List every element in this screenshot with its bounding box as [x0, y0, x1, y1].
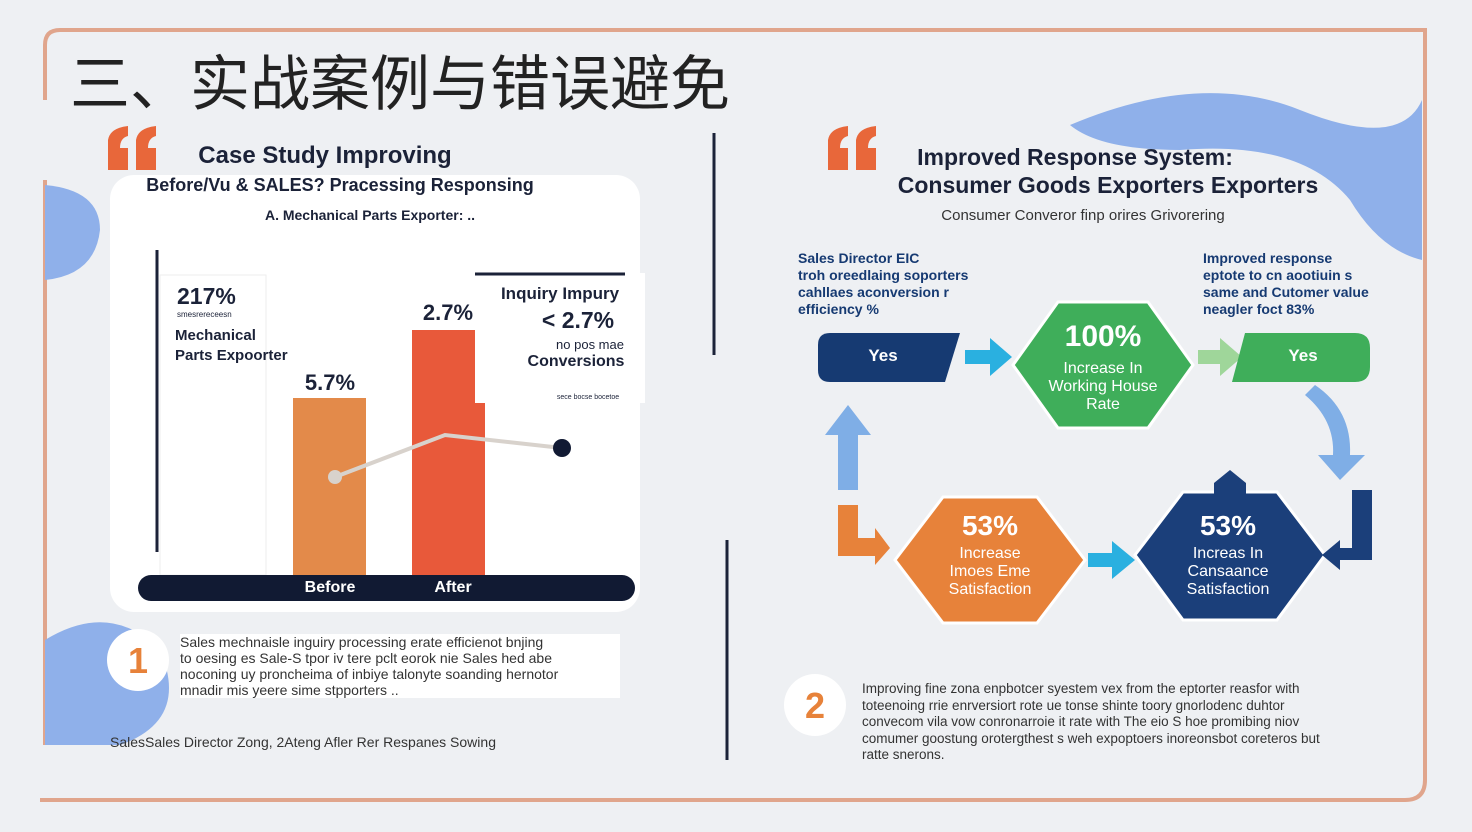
- step-number: 1: [127, 640, 149, 681]
- callout-name: Conversions: [527, 353, 625, 370]
- node-label: Increas In Cansaance Satisfaction: [1186, 545, 1270, 598]
- heading: Consumer Goods Exporters Exporters: [897, 172, 1319, 198]
- description: Sales mechnaisle inguiry processing erat…: [180, 634, 620, 698]
- bar-label: 2.7%: [422, 300, 474, 325]
- arrow: [1305, 385, 1365, 480]
- arrow: [1322, 490, 1372, 570]
- bar: [293, 398, 366, 575]
- arrow: [1088, 541, 1135, 579]
- subheading: Consumer Converor finp orires Grivorerin…: [941, 207, 1225, 224]
- dot: [553, 439, 571, 457]
- axis-label: Before: [304, 579, 356, 596]
- step-circle: [784, 674, 846, 736]
- axis-label: After: [434, 579, 472, 596]
- panel-value: 217%: [177, 283, 236, 309]
- description: Improving fine zona enpbotcer syestem ve…: [862, 681, 1320, 762]
- title: 三、实战案例与错误避免: [70, 51, 730, 118]
- house-icon: [1214, 470, 1246, 495]
- callout-value: < 2.7%: [541, 307, 615, 333]
- note: Improved response eptote to cn aootiuin …: [1203, 250, 1369, 317]
- blob: [1070, 93, 1422, 260]
- panel: [159, 274, 267, 576]
- callout-box: [475, 273, 645, 403]
- node-value: 100%: [1064, 320, 1142, 353]
- node-label: Increase Imoes Eme Satisfaction: [948, 545, 1032, 598]
- arrow: [965, 338, 1012, 376]
- arrow: [838, 505, 890, 565]
- footer: SalesSales Director Zong, 2Ateng Afler R…: [110, 734, 496, 750]
- callout-sub: no pos mae: [556, 337, 624, 352]
- subheading: Before/Vu & SALES? Pracessing Responsing: [146, 175, 534, 195]
- note: Sales Director EIC troh oreedlaing sopor…: [798, 250, 969, 317]
- node-label: Increase In Working House Rate: [1048, 360, 1158, 413]
- pill: [818, 333, 960, 382]
- frame-line: [40, 28, 1427, 802]
- axis-bar: [138, 575, 635, 601]
- step-number: 2: [804, 685, 826, 726]
- callout-note: sece bocse bocetoe: [556, 394, 620, 401]
- dot: [328, 470, 342, 484]
- panel-name: Mechanical Parts Expoorter: [175, 327, 288, 364]
- node-label: Yes: [868, 346, 898, 365]
- callout-title: Inquiry Impury: [500, 284, 620, 303]
- caption: A. Mechanical Parts Exporter: ..: [264, 207, 476, 223]
- arrow: [1198, 338, 1242, 376]
- hexagon: [1011, 300, 1195, 430]
- node-value: 53%: [1199, 510, 1257, 541]
- bar-label: 5.7%: [304, 370, 356, 395]
- blob: [45, 185, 100, 280]
- heading: Case Study Improving: [198, 142, 452, 169]
- heading: Improved Response System:: [917, 144, 1233, 170]
- pill: [1232, 333, 1370, 382]
- node-value: 53%: [961, 510, 1019, 541]
- trend-line: [334, 432, 563, 479]
- arrow: [825, 405, 871, 490]
- panel-small: smesrereceesn: [177, 310, 232, 319]
- bar: [412, 330, 485, 575]
- hexagon: [893, 495, 1087, 625]
- quote-icon: [108, 126, 876, 170]
- step-circle: [107, 629, 169, 691]
- node-label: Yes: [1288, 346, 1318, 365]
